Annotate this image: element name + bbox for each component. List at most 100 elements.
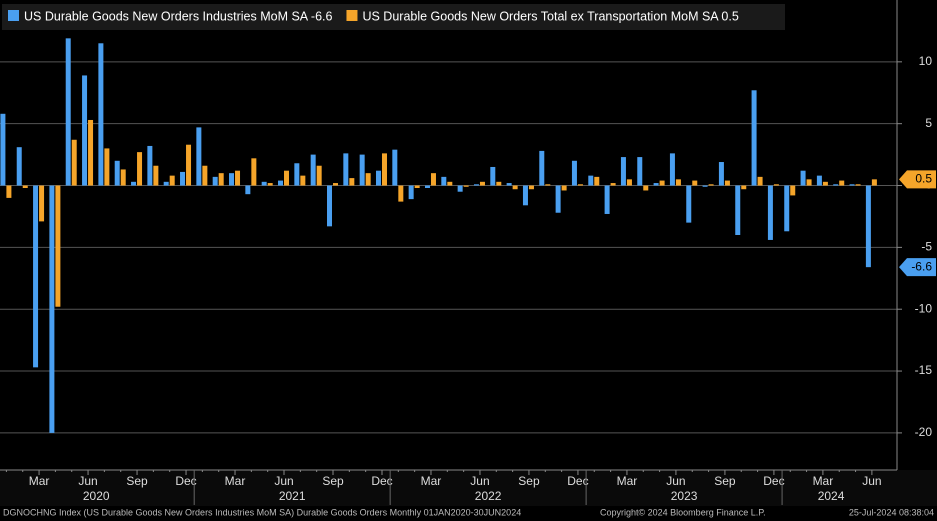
year-label: 2022 — [475, 489, 502, 503]
x-tick-label: Mar — [813, 474, 834, 488]
bar — [800, 170, 806, 186]
bar — [708, 184, 714, 186]
bar — [855, 184, 861, 186]
bar — [473, 184, 479, 186]
legend-label: US Durable Goods New Orders Total ex Tra… — [362, 9, 738, 23]
bar — [822, 181, 828, 186]
bar — [604, 185, 610, 214]
x-tick-label: Mar — [421, 474, 442, 488]
bar — [741, 185, 747, 190]
bar — [675, 179, 681, 186]
bar — [865, 185, 871, 268]
x-tick-label: Sep — [518, 474, 540, 488]
bar — [610, 183, 616, 186]
year-label: 2020 — [83, 489, 110, 503]
footer-copyright: Copyright© 2024 Bloomberg Finance L.P. — [600, 507, 766, 517]
bar — [816, 175, 822, 186]
bar — [375, 170, 381, 186]
bar — [686, 185, 692, 223]
bar — [284, 170, 290, 186]
x-tick-label: Dec — [763, 474, 784, 488]
bar — [229, 173, 235, 186]
bar — [33, 185, 39, 368]
legend-background — [2, 4, 785, 30]
bar — [522, 185, 528, 206]
bar — [490, 166, 496, 186]
bar — [22, 185, 28, 188]
bar — [408, 185, 414, 200]
bar — [49, 185, 55, 433]
bar — [757, 176, 763, 186]
bar — [561, 185, 567, 191]
y-tick-label: -20 — [915, 425, 933, 439]
y-tick-label: -15 — [915, 363, 933, 377]
bar — [571, 160, 577, 186]
bar — [65, 38, 71, 186]
bar — [82, 75, 88, 186]
bar — [718, 162, 724, 186]
bar — [512, 185, 518, 190]
bar — [39, 185, 45, 222]
bar — [267, 183, 273, 186]
bar — [784, 185, 790, 232]
legend-label: US Durable Goods New Orders Industries M… — [24, 9, 333, 23]
bar — [186, 144, 192, 186]
bar — [773, 184, 779, 186]
bar — [245, 185, 251, 195]
bar — [300, 175, 306, 186]
bar — [104, 148, 110, 186]
x-tick-label: Sep — [126, 474, 148, 488]
bar — [120, 169, 126, 186]
bar — [0, 113, 6, 186]
bar — [235, 170, 241, 186]
year-label: 2021 — [279, 489, 306, 503]
bar — [441, 176, 447, 186]
x-tick-label: Jun — [78, 474, 97, 488]
bar — [147, 145, 153, 186]
year-label: 2024 — [818, 489, 845, 503]
last-value-tag — [899, 258, 936, 277]
bar — [131, 181, 137, 186]
y-tick-label: 10 — [919, 54, 933, 68]
bar — [278, 180, 284, 186]
bar — [767, 185, 773, 240]
last-value-tag — [899, 170, 936, 189]
footer-source: DGNOCHNG Index (US Durable Goods New Ord… — [3, 507, 521, 517]
bar — [702, 185, 708, 187]
bar — [55, 185, 61, 307]
bar — [137, 152, 143, 186]
bar — [398, 185, 404, 202]
bar — [724, 180, 730, 186]
x-tick-label: Jun — [862, 474, 881, 488]
bar — [114, 160, 120, 186]
bar — [669, 153, 675, 186]
bar — [430, 173, 436, 186]
bar — [539, 150, 545, 186]
bar — [833, 184, 839, 186]
x-tick-label: Jun — [274, 474, 293, 488]
bar — [653, 183, 659, 186]
bar — [333, 183, 338, 186]
bar — [381, 153, 387, 186]
bar — [790, 185, 796, 196]
bar — [463, 185, 469, 187]
bar — [169, 175, 175, 186]
bar — [528, 185, 534, 190]
bar — [202, 165, 208, 186]
bar — [555, 185, 561, 213]
x-tick-label: Dec — [175, 474, 196, 488]
year-label: 2023 — [671, 489, 698, 503]
x-tick-label: Jun — [470, 474, 489, 488]
legend-swatch — [8, 10, 19, 21]
y-tick-label: -10 — [915, 301, 933, 315]
last-value-label: -6.6 — [911, 259, 932, 273]
bar — [163, 181, 169, 186]
bar — [496, 181, 502, 186]
bar — [6, 185, 12, 198]
bar — [392, 149, 398, 186]
bar — [457, 185, 463, 192]
x-tick-label: Mar — [29, 474, 50, 488]
bar — [626, 179, 632, 186]
bar — [261, 181, 267, 186]
bar — [294, 163, 300, 186]
